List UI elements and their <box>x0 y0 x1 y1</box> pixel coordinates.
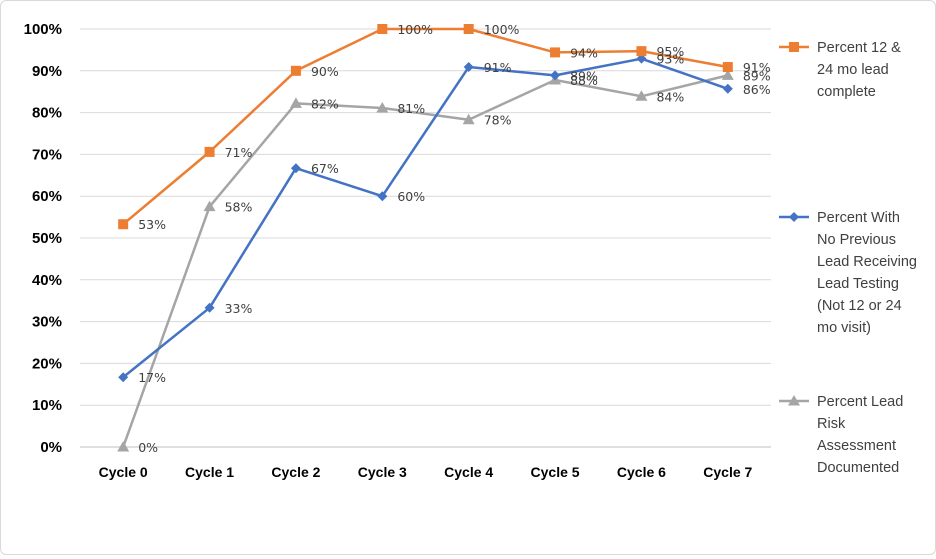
data-label: 84% <box>656 89 684 104</box>
data-label: 100% <box>397 22 433 37</box>
data-label: 89% <box>743 68 771 83</box>
data-point-square <box>377 24 388 34</box>
x-tick-label: Cycle 0 <box>99 464 148 480</box>
legend: Percent 12 & 24 mo lead complete Percent Wi… <box>779 40 917 476</box>
data-label: 88% <box>570 73 598 88</box>
data-point-square <box>204 146 215 157</box>
data-label: 53% <box>138 217 166 232</box>
series-line <box>122 57 729 379</box>
data-point-diamond <box>636 53 647 64</box>
data-label: 86% <box>743 82 771 97</box>
x-tick-label: Cycle 6 <box>617 464 666 480</box>
data-point-diamond <box>377 191 388 202</box>
data-label: 71% <box>225 145 253 160</box>
y-tick-label: 50% <box>32 230 62 247</box>
data-label: 60% <box>397 189 425 204</box>
data-point-triangle <box>289 97 302 108</box>
data-point-triangle <box>788 395 800 406</box>
legend-entry: Percent Lead Risk Assessment Documented <box>779 394 903 476</box>
data-label: 91% <box>484 60 512 75</box>
data-point-square <box>722 62 733 73</box>
data-point-square <box>550 47 561 58</box>
series-triangle <box>117 69 734 452</box>
series-line <box>122 74 729 448</box>
legend-label: No Previous <box>817 232 896 248</box>
y-tick-label: 70% <box>32 146 62 163</box>
x-tick-label: Cycle 1 <box>185 464 234 480</box>
y-tick-label: 90% <box>32 63 62 80</box>
data-point-triangle <box>721 69 734 80</box>
x-tick-label: Cycle 2 <box>271 464 320 480</box>
data-label: 0% <box>138 440 158 455</box>
data-point-triangle <box>462 113 475 125</box>
data-label: 78% <box>484 113 512 128</box>
legend-label: Lead Testing <box>817 276 899 292</box>
data-label: 82% <box>311 96 339 111</box>
x-tick-label: Cycle 4 <box>444 464 493 480</box>
data-label: 94% <box>570 45 598 60</box>
data-point-square <box>118 219 129 230</box>
data-label: 91% <box>743 60 771 75</box>
legend-label: Assessment <box>817 438 896 454</box>
series-group <box>117 24 734 452</box>
legend-label: 24 mo lead <box>817 62 889 78</box>
legend-entry: Percent With No Previous Lead Receiving Lea… <box>779 210 917 336</box>
data-point-triangle <box>376 102 389 113</box>
data-label: 17% <box>138 370 166 385</box>
data-label: 90% <box>311 64 339 79</box>
data-point-diamond <box>204 302 215 313</box>
data-point-diamond <box>789 212 799 222</box>
x-tick-label: Cycle 7 <box>703 464 752 480</box>
data-label: 89% <box>570 68 598 83</box>
data-point-square <box>290 65 301 76</box>
y-axis-ticks: 0% 10% 20% 30% 40% 50% 60% 70% 80% 90% 100% <box>24 21 62 456</box>
x-tick-label: Cycle 3 <box>358 464 407 480</box>
data-point-diamond <box>290 163 301 174</box>
y-tick-label: 30% <box>32 314 62 331</box>
data-point-square <box>636 46 647 57</box>
data-label: 58% <box>225 200 253 215</box>
x-tick-label: Cycle 5 <box>531 464 580 480</box>
data-point-diamond <box>463 62 474 73</box>
data-point-triangle <box>635 90 648 101</box>
y-tick-label: 80% <box>32 105 62 122</box>
series-diamond <box>118 53 733 383</box>
data-point-triangle <box>203 200 216 212</box>
legend-label: mo visit) <box>817 320 871 336</box>
y-tick-label: 40% <box>32 272 62 289</box>
y-tick-label: 60% <box>32 188 62 205</box>
y-tick-label: 20% <box>32 355 62 372</box>
data-point-diamond <box>118 372 129 383</box>
series-square <box>118 24 733 230</box>
data-point-triangle <box>117 441 130 452</box>
legend-label: Documented <box>817 460 899 476</box>
data-point-diamond <box>722 83 733 94</box>
data-point-diamond <box>550 70 561 81</box>
data-label: 100% <box>484 22 520 37</box>
x-axis-ticks: Cycle 0 Cycle 1 Cycle 2 Cycle 3 Cycle 4 Cycle… <box>99 464 753 480</box>
legend-entry: Percent 12 & 24 mo lead complete <box>779 40 901 100</box>
data-label: 95% <box>656 44 684 59</box>
legend-label: Percent With <box>817 210 900 226</box>
data-point-square <box>463 24 474 34</box>
legend-label: Lead Receiving <box>817 254 917 270</box>
legend-label: Percent 12 & <box>817 40 901 56</box>
y-tick-label: 0% <box>40 439 62 456</box>
series-line <box>122 27 729 226</box>
y-tick-label: 10% <box>32 397 62 414</box>
data-label: 93% <box>656 52 684 67</box>
legend-label: complete <box>817 84 876 100</box>
data-point-square <box>789 42 799 52</box>
data-label: 81% <box>397 101 425 116</box>
legend-label: Risk <box>817 416 846 432</box>
legend-label: Percent Lead <box>817 394 903 410</box>
data-labels: 0%58%82% 81%78%88%84%89%17%33%67%60%91%89… <box>138 22 771 455</box>
legend-label: (Not 12 or 24 <box>817 298 902 314</box>
data-label: 67% <box>311 161 339 176</box>
data-label: 33% <box>225 301 253 316</box>
y-tick-label: 100% <box>24 21 62 38</box>
